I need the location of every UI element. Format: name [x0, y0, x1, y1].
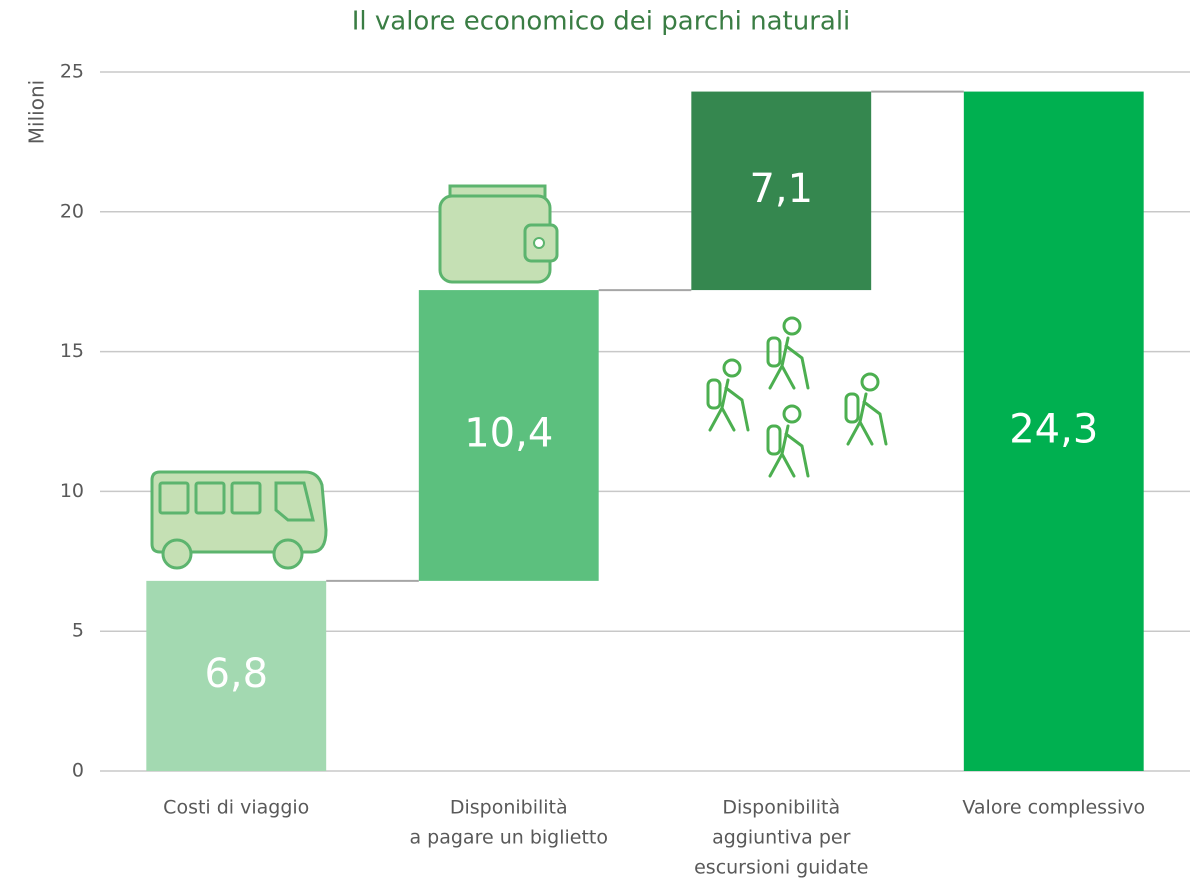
x-tick-label: aggiuntiva per: [712, 827, 851, 849]
value-label: 10,4: [464, 410, 553, 456]
bar: [691, 91, 872, 291]
y-axis-label: Milioni: [25, 80, 49, 144]
y-tick-label: 10: [60, 480, 84, 502]
bar: [146, 580, 327, 771]
x-tick-label: Costi di viaggio: [163, 797, 309, 819]
plot-area: 0 5 10 15 20 25 6,8 Costi di viaggio 10,4 Disponi…: [60, 61, 1190, 879]
value-label: 6,8: [204, 651, 268, 697]
bar: [418, 290, 599, 581]
x-tick-label: Valore complessivo: [962, 797, 1145, 819]
hikers-icon: [706, 316, 888, 478]
wallet-icon: [438, 184, 559, 284]
y-tick-label: 5: [72, 620, 84, 642]
x-tick-label: escursioni guidate: [694, 857, 868, 879]
y-tick-label: 20: [60, 200, 84, 222]
x-tick-label: Disponibilità: [450, 797, 568, 819]
bar: [963, 91, 1144, 771]
y-tick-label: 0: [72, 760, 84, 782]
chart-title: Il valore economico dei parchi naturali: [352, 7, 851, 37]
y-tick-label: 25: [60, 61, 84, 83]
y-tick-label: 15: [60, 340, 84, 362]
x-tick-label: a pagare un biglietto: [409, 827, 608, 849]
x-tick-label: Disponibilità: [722, 797, 840, 819]
value-label: 24,3: [1009, 406, 1098, 452]
bus-icon: [150, 470, 328, 570]
value-label: 7,1: [749, 166, 813, 212]
